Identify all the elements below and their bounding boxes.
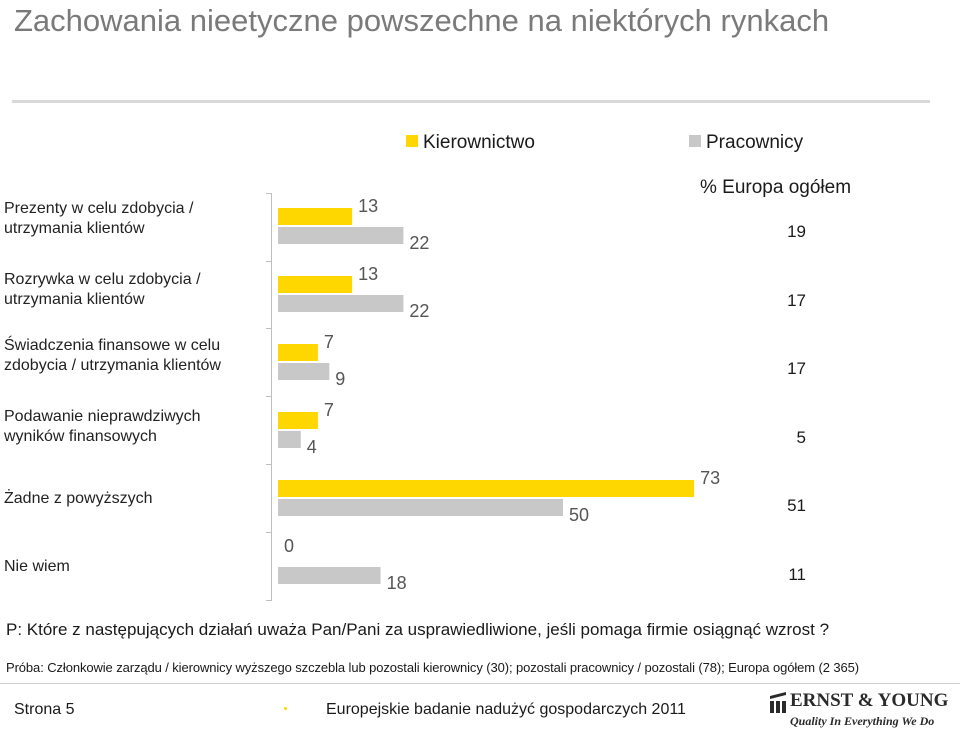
bar-pracownicy xyxy=(278,227,404,244)
ernst-young-logo: ERNST & YOUNG Quality In Everything We D… xyxy=(768,690,948,730)
data-label: 50 xyxy=(569,505,589,525)
category-label: Świadczenia finansowe w celu zdobycia / … xyxy=(4,337,221,374)
europe-total-value: 17 xyxy=(787,359,806,378)
data-label: 22 xyxy=(409,233,429,253)
data-label: 4 xyxy=(307,437,317,457)
axis-tick xyxy=(266,396,272,397)
europe-total-value: 51 xyxy=(787,496,806,515)
category-label: Podawanie nieprawdziwych wyników finanso… xyxy=(4,408,201,445)
europe-total-value: 5 xyxy=(796,428,806,447)
footer-bullet xyxy=(284,707,287,710)
data-label: 13 xyxy=(358,264,378,284)
data-label: 22 xyxy=(409,301,429,321)
bar-kierownictwo xyxy=(278,412,318,429)
data-label: 7 xyxy=(324,400,334,420)
category-label: Prezenty w celu zdobycia / utrzymania kl… xyxy=(4,200,194,237)
axis-tick xyxy=(266,532,272,533)
page-number: Strona 5 xyxy=(14,701,75,718)
legend-swatch-kierownictwo xyxy=(406,135,418,147)
report-title: Europejskie badanie nadużyć gospodarczyc… xyxy=(326,701,686,718)
category-label: Rozrywka w celu zdobycia / utrzymania kl… xyxy=(4,271,201,308)
legend-swatch-pracownicy xyxy=(689,135,701,147)
sample-note: Próba: Członkowie zarządu / kierownicy w… xyxy=(6,660,859,675)
bar-pracownicy xyxy=(278,295,404,312)
logo-mark-icon xyxy=(770,692,786,713)
page-title: Zachowania nieetyczne powszechne na niek… xyxy=(14,3,830,38)
europe-total-value: 11 xyxy=(788,565,806,584)
logo-tagline: Quality In Everything We Do xyxy=(790,714,935,728)
bar-kierownictwo xyxy=(278,276,353,293)
category-label: Żadne z powyższych xyxy=(4,490,153,507)
bar-pracownicy xyxy=(278,363,330,380)
europe-total-header: % Europa ogółem xyxy=(700,177,852,198)
legend-label-kierownictwo: Kierownictwo xyxy=(423,132,535,153)
legend-item-pracownicy: Pracownicy xyxy=(689,133,803,153)
data-label: 7 xyxy=(324,332,334,352)
axis-tick xyxy=(266,328,272,329)
logo-brand: ERNST & YOUNG xyxy=(790,690,949,711)
axis-tick xyxy=(266,600,272,601)
footer-divider xyxy=(0,683,960,684)
data-label: 0 xyxy=(284,536,294,556)
bar-kierownictwo xyxy=(278,344,318,361)
axis-tick xyxy=(266,261,272,262)
title-divider xyxy=(12,100,930,103)
bar-pracownicy xyxy=(278,499,563,516)
bar-pracownicy xyxy=(278,431,301,448)
data-label: 18 xyxy=(387,573,407,593)
legend-item-kierownictwo: Kierownictwo xyxy=(406,133,535,153)
survey-question: P: Które z następujących działań uważa P… xyxy=(6,620,830,639)
europe-total-value: 19 xyxy=(787,222,806,241)
bar-kierownictwo xyxy=(278,480,695,497)
axis-tick xyxy=(266,193,272,194)
category-label: Nie wiem xyxy=(4,558,70,575)
data-label: 9 xyxy=(335,369,345,389)
bar-pracownicy xyxy=(278,567,381,584)
europe-total-value: 17 xyxy=(787,291,806,310)
data-label: 73 xyxy=(700,468,720,488)
legend-label-pracownicy: Pracownicy xyxy=(706,132,804,153)
bar-kierownictwo xyxy=(278,208,353,225)
data-label: 13 xyxy=(358,196,378,216)
axis-tick xyxy=(266,464,272,465)
